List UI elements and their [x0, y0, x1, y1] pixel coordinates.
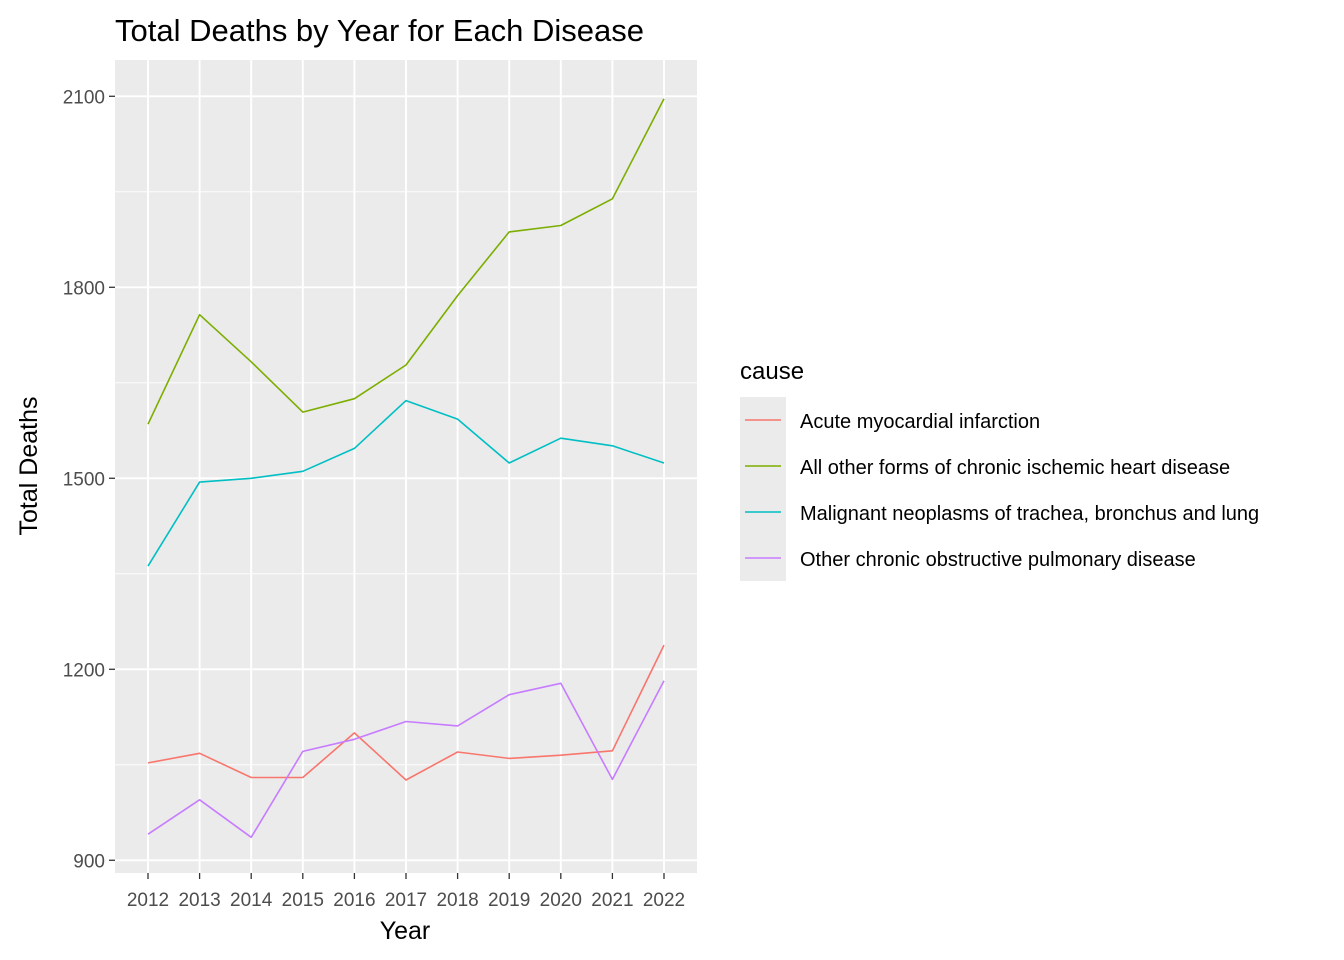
x-tick-label: 2022: [643, 890, 685, 911]
x-tick-label: 2017: [385, 890, 427, 911]
legend-label-2: All other forms of chronic ischemic hear…: [800, 457, 1230, 479]
x-tick-label: 2018: [436, 890, 478, 911]
series-lines: [147, 98, 665, 839]
x-tick-label: 2021: [591, 890, 633, 911]
x-tick-label: 2015: [282, 890, 324, 911]
x-axis: 2012 2013 2014 2015 2016 2017 2018 2019 2020 2021…: [127, 873, 685, 911]
chart-title: Total Deaths by Year for Each Disease: [115, 13, 644, 48]
legend-label-3: Malignant neoplasms of trachea, bronchus…: [800, 503, 1259, 525]
legend-items: Acute myocardial infarction All other for…: [745, 411, 1259, 571]
x-axis-title: Year: [380, 917, 431, 945]
y-tick-label: 1500: [63, 469, 105, 490]
legend-key-background: [740, 397, 786, 581]
y-axis-title: Total Deaths: [15, 397, 43, 536]
y-tick-label: 1200: [63, 660, 105, 681]
x-tick-label: 2019: [488, 890, 530, 911]
series-line-1: [147, 644, 665, 781]
series-line-2: [147, 98, 665, 425]
major-gridlines: [115, 60, 697, 873]
x-tick-label: 2013: [178, 890, 220, 911]
x-tick-label: 2020: [540, 890, 582, 911]
y-axis: 900 1200 1500 1800 2100: [63, 87, 115, 872]
legend: cause Acute myocardial infarction All oth…: [740, 358, 1259, 581]
y-tick-label: 1800: [63, 278, 105, 299]
x-tick-label: 2012: [127, 890, 169, 911]
x-tick-label: 2016: [333, 890, 375, 911]
series-line-3: [147, 399, 665, 567]
y-tick-label: 900: [73, 851, 105, 872]
legend-title: cause: [740, 358, 804, 385]
series-line-4: [147, 680, 665, 839]
legend-label-1: Acute myocardial infarction: [800, 411, 1040, 433]
legend-label-4: Other chronic obstructive pulmonary dise…: [800, 549, 1196, 571]
y-tick-label: 2100: [63, 87, 105, 108]
x-tick-label: 2014: [230, 890, 273, 911]
